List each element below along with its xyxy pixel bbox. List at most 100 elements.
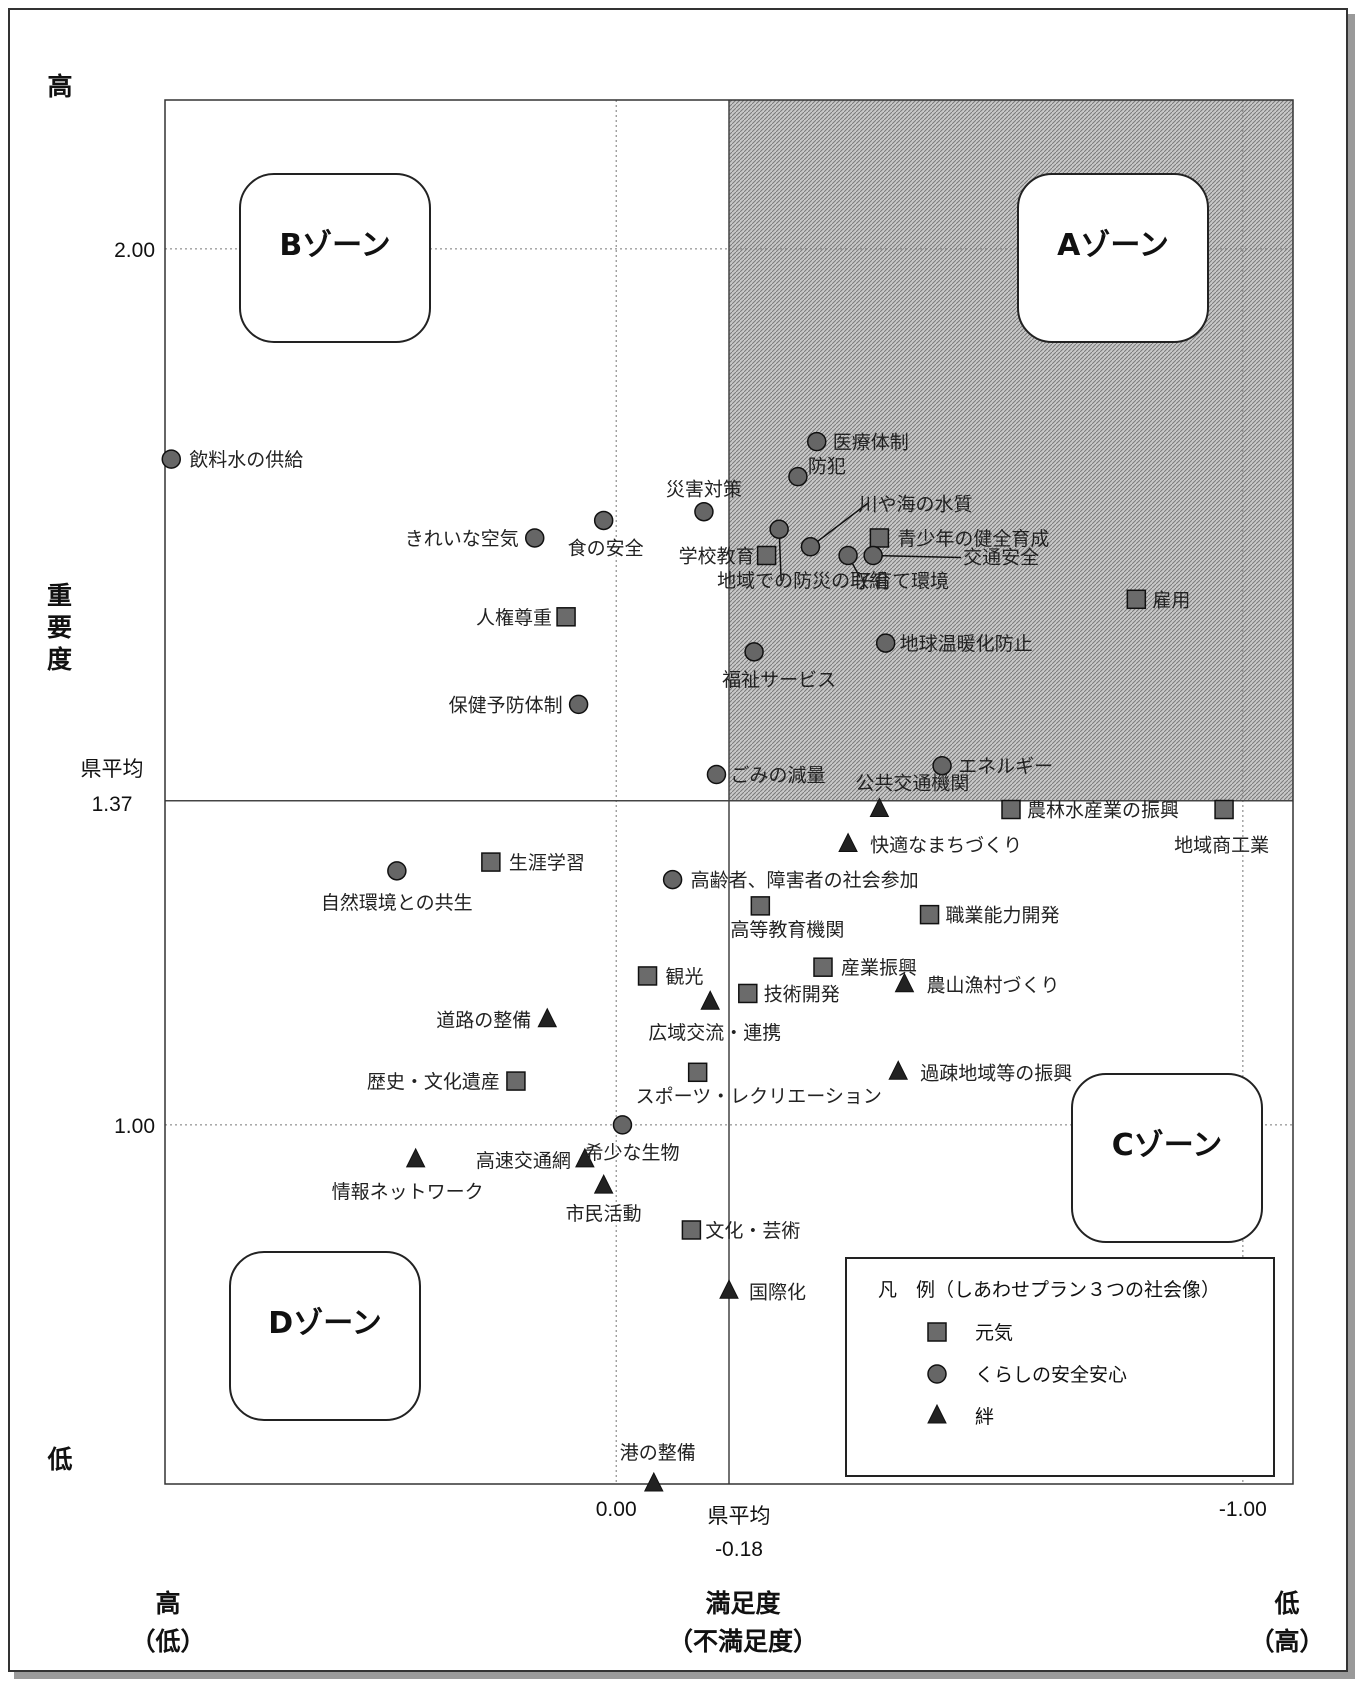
x-axis-left-end-sub: （低） bbox=[130, 1627, 205, 1656]
y-mean-value: 1.37 bbox=[92, 793, 133, 816]
marker-triangle bbox=[894, 972, 915, 993]
point-label: 人権尊重 bbox=[476, 607, 552, 629]
zone-label-b: Bゾーン bbox=[279, 228, 390, 263]
marker-square bbox=[813, 957, 833, 977]
marker-triangle bbox=[869, 797, 890, 818]
marker-triangle bbox=[700, 990, 721, 1010]
marker-circle bbox=[806, 431, 827, 452]
marker-circle bbox=[694, 501, 714, 522]
point-label: 高齢者、障害者の社会参加 bbox=[691, 870, 919, 892]
marker-triangle bbox=[537, 1007, 558, 1028]
point-label: 希少な生物 bbox=[584, 1142, 679, 1164]
point-label: 高速交通網 bbox=[476, 1150, 571, 1172]
marker-triangle bbox=[838, 832, 858, 853]
legend-title: 凡 例（しあわせプラン３つの社会像） bbox=[878, 1279, 1220, 1301]
marker-square bbox=[637, 966, 658, 986]
point-label: 青少年の健全育成 bbox=[897, 528, 1049, 550]
marker-square bbox=[681, 1220, 702, 1240]
legend-box bbox=[845, 1257, 1275, 1477]
point-label: 情報ネットワーク bbox=[332, 1181, 484, 1203]
marker-circle bbox=[863, 545, 883, 566]
marker-square bbox=[687, 1062, 708, 1083]
x-axis-left-end: 高 bbox=[155, 1589, 180, 1618]
frame-shadow bbox=[14, 1672, 1355, 1679]
legend-label: くらしの安全安心 bbox=[975, 1364, 1127, 1386]
point-label: 公共交通機関 bbox=[855, 773, 969, 795]
legend-marker-triangle bbox=[927, 1403, 947, 1424]
plot-area bbox=[164, 99, 1294, 1485]
point-label: 川や海の水質 bbox=[858, 494, 972, 516]
point-label: 快適なまちづくり bbox=[870, 835, 1022, 857]
point-label: エネルギー bbox=[958, 756, 1053, 778]
point-label: スポーツ・レクリエーション bbox=[636, 1085, 882, 1107]
point-label: 港の整備 bbox=[620, 1442, 696, 1464]
marker-circle bbox=[612, 1115, 633, 1135]
marker-triangle bbox=[593, 1174, 614, 1194]
x-mean-label: 県平均 bbox=[708, 1505, 771, 1528]
point-label: 福祉サービス bbox=[722, 669, 836, 691]
point-label: 過疎地域等の振興 bbox=[920, 1062, 1072, 1084]
zone-label-a: Aゾーン bbox=[1057, 228, 1169, 263]
x-axis-title: 満足度 bbox=[705, 1589, 780, 1618]
y-axis-top-end: 高 bbox=[47, 72, 72, 101]
leader-line bbox=[873, 554, 962, 559]
marker-square bbox=[506, 1071, 526, 1091]
point-label: 広域交流・連携 bbox=[648, 1022, 781, 1044]
chart-frame bbox=[8, 8, 1348, 1672]
point-label: きれいな空気 bbox=[405, 528, 519, 550]
marker-circle bbox=[593, 510, 614, 531]
y-mean-label: 県平均 bbox=[81, 758, 144, 781]
marker-square bbox=[556, 607, 576, 627]
marker-circle bbox=[387, 861, 407, 881]
data-markers bbox=[161, 431, 1234, 1492]
zone-label-c: Cゾーン bbox=[1112, 1128, 1223, 1163]
legend-marker-square bbox=[927, 1322, 947, 1342]
marker-square bbox=[1126, 589, 1147, 610]
point-label: 農林水産業の振興 bbox=[1027, 800, 1179, 822]
marker-square bbox=[756, 545, 777, 566]
point-label: 産業振興 bbox=[841, 957, 917, 979]
marker-square bbox=[750, 896, 771, 916]
marker-circle bbox=[838, 545, 858, 566]
y-axis-bottom-end: 低 bbox=[46, 1445, 72, 1474]
marker-circle bbox=[524, 528, 545, 548]
marker-circle bbox=[788, 466, 808, 487]
axis-ticks: 0.00 -1.00 2.00 1.00 bbox=[114, 239, 1267, 1521]
frame-shadow bbox=[1348, 14, 1355, 1678]
point-label: 歴史・文化遺産 bbox=[367, 1071, 500, 1093]
point-label: 文化・芸術 bbox=[705, 1220, 800, 1242]
zone-box-b bbox=[239, 173, 431, 343]
x-mean-value: -0.18 bbox=[715, 1538, 763, 1561]
x-tick-label: 0.00 bbox=[596, 1498, 637, 1521]
marker-circle bbox=[932, 755, 952, 776]
x-axis-right-end: 低 bbox=[1273, 1589, 1299, 1618]
legend-label: 絆 bbox=[975, 1406, 994, 1428]
marker-triangle bbox=[405, 1147, 426, 1168]
point-label: 防犯 bbox=[808, 456, 846, 478]
y-tick-label: 2.00 bbox=[114, 239, 155, 262]
y-axis-title: 重要度 bbox=[47, 581, 72, 674]
x-axis-right-end-sub: （高） bbox=[1249, 1627, 1324, 1656]
point-label: 雇用 bbox=[1152, 589, 1190, 611]
point-label: 食の安全 bbox=[568, 537, 644, 559]
marker-circle bbox=[769, 519, 789, 539]
point-label: 職業能力開発 bbox=[946, 905, 1060, 927]
point-label: 地域での防災の取組 bbox=[717, 570, 888, 592]
point-label: 高等教育機関 bbox=[730, 919, 844, 941]
point-label: 飲料水の供給 bbox=[189, 449, 303, 471]
point-label: 地域商工業 bbox=[1174, 835, 1269, 857]
zone-label-d: Dゾーン bbox=[268, 1306, 381, 1341]
marker-square bbox=[481, 852, 501, 872]
point-labels: 青少年の健全育成学校教育雇用人権尊重農林水産業の振興地域商工業生涯学習高等教育機… bbox=[189, 432, 1269, 1464]
marker-square bbox=[1001, 799, 1021, 820]
point-label: 技術開発 bbox=[764, 983, 840, 1005]
point-label: 道路の整備 bbox=[436, 1010, 531, 1032]
marker-circle bbox=[568, 694, 589, 715]
point-label: 市民活動 bbox=[566, 1203, 642, 1225]
point-label: 地球温暖化防止 bbox=[900, 633, 1033, 655]
point-label: ごみの減量 bbox=[730, 764, 825, 786]
marker-circle bbox=[161, 449, 182, 469]
point-label: 保健予防体制 bbox=[449, 694, 563, 716]
